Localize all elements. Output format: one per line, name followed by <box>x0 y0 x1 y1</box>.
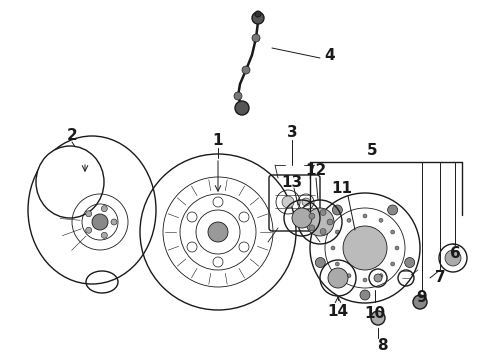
Circle shape <box>86 211 92 217</box>
Circle shape <box>252 12 264 24</box>
Circle shape <box>379 274 383 278</box>
Circle shape <box>302 198 310 206</box>
Text: 11: 11 <box>332 180 352 195</box>
Text: 7: 7 <box>435 270 445 285</box>
Circle shape <box>101 206 107 212</box>
Circle shape <box>309 225 315 231</box>
Circle shape <box>379 218 383 222</box>
Circle shape <box>413 295 427 309</box>
Text: 8: 8 <box>377 338 387 354</box>
Circle shape <box>332 205 343 215</box>
Circle shape <box>374 274 382 282</box>
Circle shape <box>405 257 415 267</box>
Circle shape <box>309 213 315 219</box>
Circle shape <box>92 214 108 230</box>
Circle shape <box>347 218 351 222</box>
Circle shape <box>347 274 351 278</box>
Circle shape <box>208 222 228 242</box>
Circle shape <box>328 268 348 288</box>
Circle shape <box>292 208 312 228</box>
Circle shape <box>235 101 249 115</box>
Circle shape <box>371 311 385 325</box>
Text: 5: 5 <box>367 143 377 158</box>
Circle shape <box>391 262 395 266</box>
Circle shape <box>327 219 333 225</box>
Text: 6: 6 <box>450 246 461 261</box>
Text: 13: 13 <box>281 175 302 189</box>
Circle shape <box>335 262 339 266</box>
Circle shape <box>252 34 260 42</box>
Text: 1: 1 <box>213 132 223 148</box>
Circle shape <box>315 257 325 267</box>
Circle shape <box>101 232 107 238</box>
Circle shape <box>306 208 334 236</box>
Circle shape <box>282 196 294 208</box>
Text: 10: 10 <box>365 306 386 321</box>
Text: 9: 9 <box>416 291 427 306</box>
Circle shape <box>242 66 250 74</box>
Circle shape <box>331 246 335 250</box>
Circle shape <box>320 210 326 216</box>
Circle shape <box>363 278 367 282</box>
Text: 3: 3 <box>287 125 297 140</box>
Ellipse shape <box>36 146 104 218</box>
Circle shape <box>111 219 117 225</box>
Circle shape <box>445 250 461 266</box>
Circle shape <box>391 230 395 234</box>
Text: 12: 12 <box>305 162 327 177</box>
Circle shape <box>234 92 242 100</box>
Circle shape <box>255 11 261 17</box>
Circle shape <box>363 214 367 218</box>
Circle shape <box>343 226 387 270</box>
Text: 14: 14 <box>327 305 348 320</box>
Circle shape <box>360 290 370 300</box>
Circle shape <box>395 246 399 250</box>
Circle shape <box>320 229 326 234</box>
Circle shape <box>86 227 92 233</box>
Text: 4: 4 <box>325 48 335 63</box>
Circle shape <box>335 230 339 234</box>
Circle shape <box>388 205 397 215</box>
Text: 2: 2 <box>67 127 77 143</box>
